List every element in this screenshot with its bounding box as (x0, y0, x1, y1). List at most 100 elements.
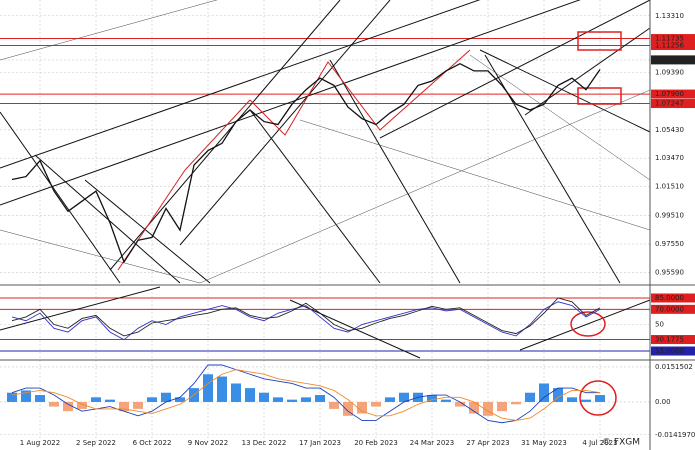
x-tick-label: 13 Dec 2022 (242, 439, 287, 447)
fan-line (199, 89, 651, 284)
y-tick-label: 1.11735 (655, 35, 684, 43)
histogram-bar (469, 401, 479, 414)
histogram-bar (217, 376, 227, 402)
channel-line (0, 111, 121, 284)
channel-line (0, 0, 581, 206)
y-tick-label: 0.95590 (655, 268, 684, 276)
histogram-bar (175, 397, 185, 402)
histogram-bar (245, 388, 255, 402)
histogram-bar (49, 401, 59, 407)
histogram-bar (581, 399, 591, 402)
tick-label-bg (651, 335, 695, 345)
series-line (11, 297, 601, 337)
y-tick-label: 1.13310 (655, 12, 684, 20)
series-line (11, 364, 600, 424)
histogram-bar (427, 395, 437, 402)
tick-label-bg (651, 346, 695, 356)
y-tick-label: 0.97550 (655, 240, 684, 248)
y-tick-label: 1.01510 (655, 183, 684, 191)
series-line (11, 62, 601, 264)
histogram-bar (147, 397, 157, 402)
histogram-bar (21, 390, 31, 402)
histogram-bar (329, 401, 339, 409)
y-tick-label: 1.11256 (655, 41, 684, 49)
histogram-bar (105, 399, 115, 402)
fan-line (299, 119, 651, 231)
x-tick-label: 31 May 2023 (521, 439, 567, 447)
histogram-bar (399, 392, 409, 402)
histogram-bar (483, 401, 493, 416)
x-tick-label: 27 Apr 2023 (466, 439, 509, 447)
y-tick-label: 1.09390 (655, 69, 684, 77)
highlight-circle (570, 311, 606, 337)
histogram-bar (553, 388, 563, 402)
histogram-bar (455, 401, 465, 407)
osc-trend (519, 299, 651, 351)
x-tick-label: 4 Jul 2023 (582, 439, 617, 447)
x-tick-label: 1 Aug 2022 (20, 439, 60, 447)
fan-line (0, 229, 201, 284)
histogram-bar (357, 401, 367, 414)
histogram-bar (161, 392, 171, 402)
x-tick-label: 6 Oct 2022 (133, 439, 172, 447)
series-line (11, 369, 601, 421)
channel-line (249, 109, 381, 284)
highlight-box (577, 31, 622, 51)
histogram-bar (273, 397, 283, 402)
osc-trend (0, 286, 161, 331)
channel-line (179, 0, 391, 246)
histogram-bar (287, 399, 297, 402)
watermark: © FXGM (602, 438, 640, 448)
x-tick-label: 24 Mar 2023 (410, 439, 454, 447)
histogram-bar (133, 401, 143, 409)
channel-line (379, 0, 651, 139)
histogram-bar (371, 401, 381, 407)
y-tick-label: 1.07247 (655, 100, 684, 108)
histogram-bar (497, 401, 507, 412)
histogram-bar (343, 401, 353, 416)
histogram-bar (119, 401, 129, 412)
channel-line (329, 59, 461, 284)
y-tick-label: 85.0000 (655, 294, 684, 302)
fan-line (469, 54, 651, 181)
tick-label-bg (651, 40, 695, 50)
y-tick-label: 15.0000 (655, 347, 684, 355)
x-tick-label: 20 Feb 2023 (354, 439, 398, 447)
histogram-bar (385, 397, 395, 402)
y-tick-label: 70.0000 (655, 305, 684, 313)
wave-line (117, 99, 251, 271)
tick-label-bg (651, 99, 695, 109)
channel-line (524, 27, 651, 116)
y-tick-label: 0.0151502 (655, 363, 693, 371)
y-tick-label: 1.05430 (655, 126, 684, 134)
histogram-bar (301, 397, 311, 402)
highlight-circle (579, 380, 617, 416)
histogram-bar (203, 374, 213, 402)
highlight-box (577, 87, 622, 105)
y-tick-label: 50 (655, 321, 664, 329)
histogram-bar (35, 395, 45, 402)
tick-label-bg (651, 34, 695, 44)
channel-line (0, 0, 481, 169)
histogram-bar (539, 383, 549, 402)
histogram-bar (63, 401, 73, 412)
channel-line (479, 49, 651, 133)
histogram-bar (7, 392, 17, 402)
y-tick-label: 1.03470 (655, 154, 684, 162)
x-tick-label: 9 Nov 2022 (188, 439, 228, 447)
channel-line (34, 154, 181, 284)
y-tick-label: -0.0141970 (655, 431, 695, 439)
y-tick-label: 1.10261 (655, 56, 684, 64)
histogram-bar (525, 392, 535, 402)
histogram-bar (511, 401, 521, 405)
x-tick-label: 2 Sep 2022 (76, 439, 116, 447)
series-line (11, 301, 601, 341)
histogram-bar (441, 399, 451, 402)
tick-label-bg (651, 89, 695, 99)
tick-label-bg (651, 55, 695, 65)
histogram-bar (259, 392, 269, 402)
histogram-bar (91, 397, 101, 402)
histogram-bar (77, 401, 87, 409)
